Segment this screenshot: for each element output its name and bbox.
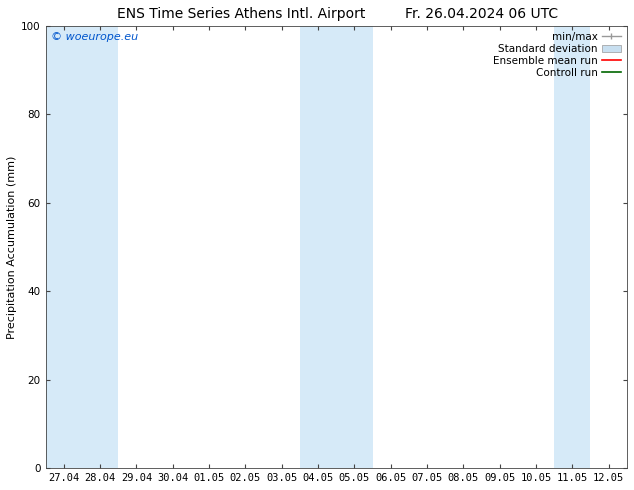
Text: ENS Time Series Athens Intl. Airport: ENS Time Series Athens Intl. Airport: [117, 7, 365, 22]
Y-axis label: Precipitation Accumulation (mm): Precipitation Accumulation (mm): [7, 155, 17, 339]
Legend: min/max, Standard deviation, Ensemble mean run, Controll run: min/max, Standard deviation, Ensemble me…: [489, 29, 624, 81]
Text: Fr. 26.04.2024 06 UTC: Fr. 26.04.2024 06 UTC: [405, 7, 559, 22]
Bar: [554, 25, 590, 468]
Bar: [46, 25, 119, 468]
Bar: [300, 25, 373, 468]
Text: © woeurope.eu: © woeurope.eu: [51, 32, 139, 42]
